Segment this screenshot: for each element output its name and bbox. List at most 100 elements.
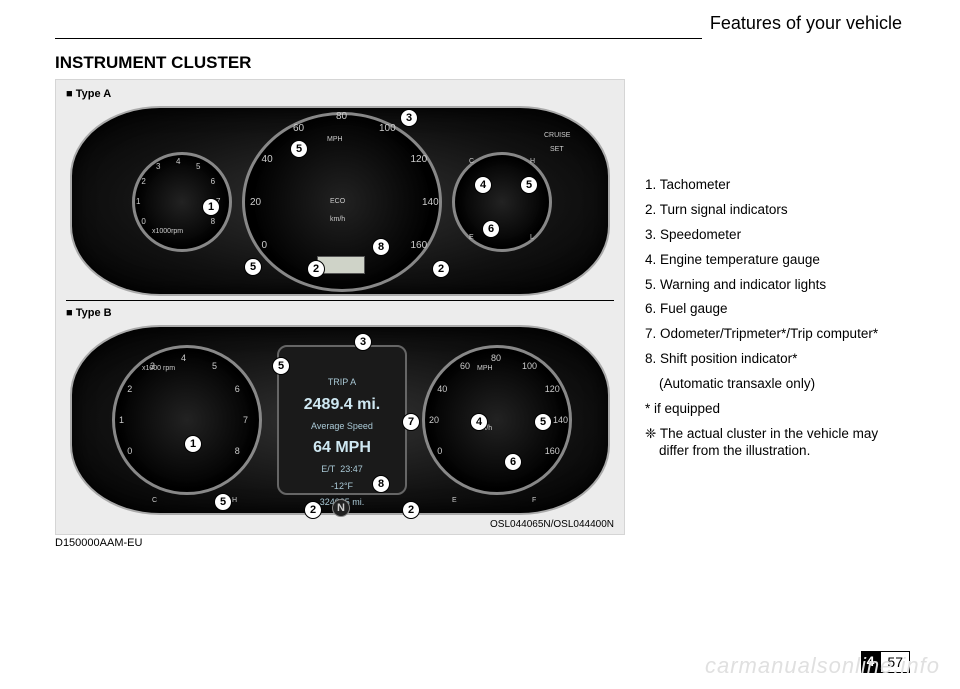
legend-5: 5. Warning and indicator lights [645, 277, 910, 294]
fuel-l: L [530, 234, 534, 241]
avg-label: Average Speed [279, 420, 405, 434]
callout-5: 5 [244, 258, 262, 276]
temp-fuel-a [452, 152, 552, 252]
rpm-label-b: x1000 rpm [142, 365, 175, 372]
callout-4: 4 [474, 176, 492, 194]
tick: 160 [545, 446, 560, 456]
tick: 20 [250, 197, 261, 208]
note-mark: ❈ [645, 426, 656, 441]
callout-2: 2 [402, 501, 420, 519]
temp-c: C [469, 158, 474, 165]
callout-1: 1 [202, 198, 220, 216]
tick: 4 [176, 157, 180, 166]
legend-8a: 8. Shift position indicator* [645, 351, 910, 368]
tick: 120 [410, 154, 427, 165]
tick: 140 [422, 197, 439, 208]
cluster-type-a: MPH km/h ECO x1000rpm C H E L CRUISE SET… [70, 106, 610, 296]
figure-divider [66, 300, 614, 301]
tick: 5 [212, 361, 217, 371]
gear-indicator: N [332, 499, 350, 517]
tick: 3 [156, 162, 160, 171]
section-title: INSTRUMENT CLUSTER [55, 53, 910, 73]
callout-8: 8 [372, 238, 390, 256]
eco-label: ECO [330, 198, 345, 205]
tick: 7 [243, 415, 248, 425]
tick: 0 [262, 240, 268, 251]
tick: 80 [336, 111, 347, 122]
legend-7: 7. Odometer/Tripmeter*/Trip computer* [645, 326, 910, 343]
tick: 100 [379, 123, 396, 134]
legend-list: 1. Tachometer 2. Turn signal indicators … [645, 79, 910, 549]
mph-label-b: MPH [477, 365, 493, 372]
callout-3: 3 [400, 109, 418, 127]
callout-5: 5 [214, 493, 232, 511]
callout-7: 7 [402, 413, 420, 431]
temp-c-b: C [152, 497, 157, 504]
tick: 140 [553, 415, 568, 425]
note-line-b: differ from the illustration. [645, 443, 810, 458]
tick: 0 [127, 446, 132, 456]
rpm-label: x1000rpm [152, 228, 183, 235]
tachometer-b [112, 345, 262, 495]
trip-value: 2489.4 mi. [279, 393, 405, 417]
legend-8b: (Automatic transaxle only) [645, 376, 910, 393]
callout-5: 5 [520, 176, 538, 194]
mph-label: MPH [327, 136, 343, 143]
legend-3: 3. Speedometer [645, 227, 910, 244]
set-label: SET [550, 146, 564, 153]
tick: 40 [262, 154, 273, 165]
tick: 40 [437, 384, 447, 394]
temp-h-b: H [232, 497, 237, 504]
tick: 1 [136, 197, 140, 206]
legend-6: 6. Fuel gauge [645, 301, 910, 318]
tick: 4 [181, 353, 186, 363]
legend-1: 1. Tachometer [645, 177, 910, 194]
callout-5: 5 [290, 140, 308, 158]
figure-box: ■ Type A MPH km/h ECO x1000rpm C H E L C… [55, 79, 625, 535]
tick: 1 [119, 415, 124, 425]
cluster-type-b: TRIP A 2489.4 mi. Average Speed 64 MPH E… [70, 325, 610, 515]
type-a-label: ■ Type A [66, 88, 614, 100]
cruise-label: CRUISE [544, 132, 570, 139]
callout-2: 2 [432, 260, 450, 278]
callout-2: 2 [304, 501, 322, 519]
trip-computer-panel: TRIP A 2489.4 mi. Average Speed 64 MPH E… [277, 345, 407, 495]
tick: 6 [235, 384, 240, 394]
tick: 6 [211, 177, 215, 186]
kmh-label: km/h [330, 216, 345, 223]
legend-star: * if equipped [645, 401, 910, 418]
tick: 120 [545, 384, 560, 394]
image-code: OSL044065N/OSL044400N [66, 519, 614, 530]
tick: 2 [127, 384, 132, 394]
tick: 8 [235, 446, 240, 456]
doc-code: D150000AAM-EU [55, 537, 625, 549]
fuel-e-b: E [452, 497, 457, 504]
tick: 20 [429, 415, 439, 425]
tick: 5 [196, 162, 200, 171]
fuel-f-b: F [532, 497, 536, 504]
note-line-a: The actual cluster in the vehicle may [660, 426, 878, 441]
header-section: Features of your vehicle [702, 13, 910, 39]
fuel-e: E [469, 234, 474, 241]
trip-label: TRIP A [279, 376, 405, 390]
tick: 0 [437, 446, 442, 456]
avg-value: 64 MPH [313, 439, 371, 456]
tick: 160 [410, 240, 427, 251]
tick: 2 [141, 177, 145, 186]
callout-6: 6 [482, 220, 500, 238]
callout-2: 2 [307, 260, 325, 278]
type-b-label: ■ Type B [66, 307, 614, 319]
et-label: E/T [321, 464, 335, 474]
legend-2: 2. Turn signal indicators [645, 202, 910, 219]
tick: 60 [460, 361, 470, 371]
tick: 8 [211, 217, 215, 226]
temp-h: H [530, 158, 535, 165]
et-value: 23:47 [340, 464, 363, 474]
tick: 3 [150, 361, 155, 371]
tick: 60 [293, 123, 304, 134]
tick: 0 [141, 217, 145, 226]
tick: 100 [522, 361, 537, 371]
tick: 80 [491, 353, 501, 363]
watermark: carmanualsonline.info [705, 653, 940, 679]
legend-4: 4. Engine temperature gauge [645, 252, 910, 269]
